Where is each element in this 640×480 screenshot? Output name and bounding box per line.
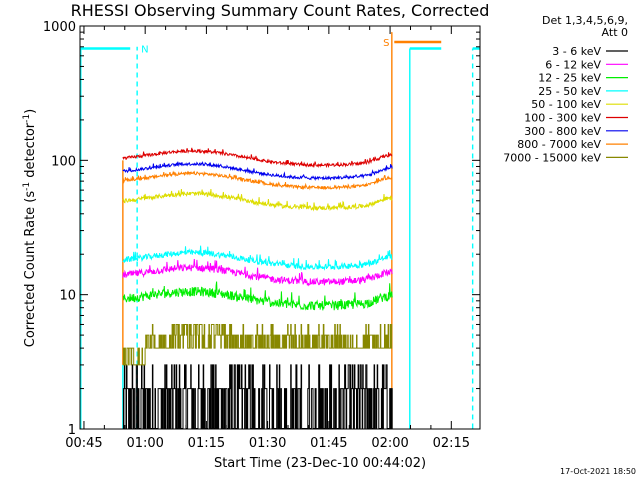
legend-label-4: 50 - 100 keV	[531, 98, 601, 111]
x-axis-label: Start Time (23-Dec-10 00:44:02)	[214, 456, 426, 471]
x-tick-label-1: 01:00	[126, 436, 163, 451]
plot-area: NS 00:45 01:00 01:15 01:30 01:45 02:00 02:15 1…	[43, 20, 481, 451]
y-axis-label-mid: detector	[23, 122, 38, 182]
series-line-3	[122, 245, 393, 271]
y-axis-label-main: Corrected Count Rate (s	[23, 191, 38, 348]
series-line-2	[122, 281, 393, 311]
y-tick-label-1: 10	[59, 289, 76, 304]
series-line-8	[122, 324, 393, 366]
series-line-5	[122, 147, 393, 169]
x-tick-label-6: 02:15	[433, 436, 470, 451]
x-tick-label-0: 00:45	[65, 436, 102, 451]
legend-label-2: 12 - 25 keV	[538, 72, 601, 85]
legend-label-1: 6 - 12 keV	[545, 58, 601, 71]
x-tick-label-4: 01:45	[310, 436, 347, 451]
legend-header-attenuator: Att 0	[602, 26, 628, 39]
legend-label-5: 100 - 300 keV	[524, 112, 601, 125]
footer-date: 17-Oct-2021 18:50	[560, 467, 636, 476]
series-line-7	[122, 170, 393, 191]
x-tick-label-3: 01:30	[249, 436, 286, 451]
y-axis-label-sup1: -1	[22, 182, 32, 191]
x-tick-label-2: 01:15	[188, 436, 225, 451]
flag-label-n: N	[141, 44, 148, 55]
series-line-1	[122, 259, 393, 287]
series-line-6	[122, 161, 393, 181]
chart-title: RHESSI Observing Summary Count Rates, Co…	[71, 1, 490, 20]
x-tick-label-5: 02:00	[371, 436, 408, 451]
y-axis: 1 10 100 1000	[43, 20, 480, 438]
plot-frame	[79, 25, 481, 430]
legend-label-8: 7000 - 15000 keV	[503, 151, 601, 164]
data-layer: NS	[80, 32, 480, 429]
series-line-4	[122, 188, 393, 212]
legend-header-detectors: Det 1,3,4,5,6,9,	[542, 14, 628, 27]
legend-label-7: 800 - 7000 keV	[517, 138, 601, 151]
x-axis: 00:45 01:00 01:15 01:30 01:45 02:00 02:15	[65, 26, 470, 451]
y-axis-label-sup2: -1	[22, 114, 32, 123]
y-tick-label-2: 100	[51, 154, 76, 169]
legend-label-3: 25 - 50 keV	[538, 85, 601, 98]
y-tick-label-0: 1	[68, 423, 76, 438]
y-axis-label: Corrected Count Rate (s-1 detector-1)	[22, 109, 38, 347]
flag-label-s: S	[383, 38, 389, 49]
legend-label-0: 3 - 6 keV	[552, 45, 601, 58]
legend-label-6: 300 - 800 keV	[524, 125, 601, 138]
y-tick-label-3: 1000	[43, 20, 76, 35]
y-axis-label-end: )	[23, 109, 38, 114]
